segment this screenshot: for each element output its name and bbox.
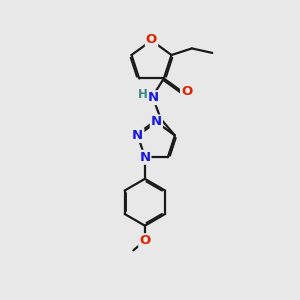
- Text: O: O: [146, 33, 157, 46]
- Text: N: N: [151, 116, 162, 128]
- Text: N: N: [148, 91, 159, 104]
- Text: O: O: [181, 85, 192, 98]
- Text: O: O: [139, 234, 151, 247]
- Text: H: H: [138, 88, 148, 100]
- Text: N: N: [132, 129, 143, 142]
- Text: N: N: [139, 151, 150, 164]
